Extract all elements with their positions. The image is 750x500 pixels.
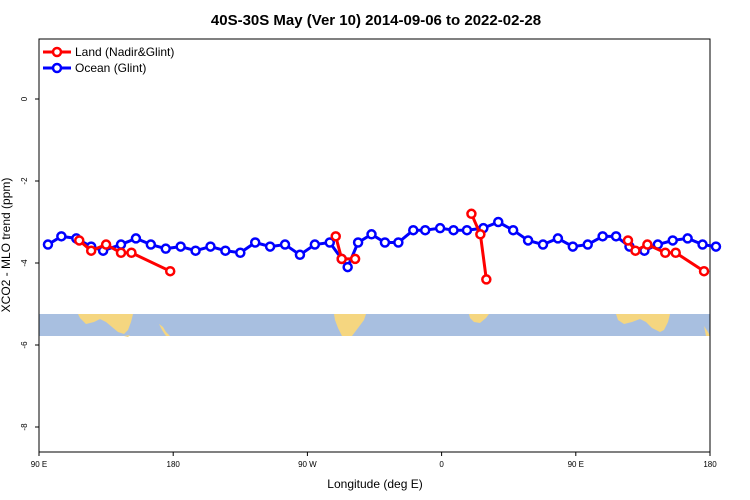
ocean-point [352,237,364,248]
x-tick-label: 90 E [31,460,47,469]
ocean-point [434,222,446,234]
ocean-point [567,241,579,252]
map-ocean [39,314,710,336]
map-land-new-zealand-edge [704,326,710,336]
y-axis-label: XCO2 - MLO trend (ppm) [0,178,13,313]
map-land-south-america [334,314,366,336]
land-point [660,247,671,258]
ocean-point [309,239,321,250]
y-tick-label: -8 [20,423,29,431]
ocean-point [493,216,504,228]
ocean-point [56,231,67,242]
land-point [100,239,112,250]
land-point [164,265,176,277]
ocean-point [419,224,431,236]
map-land-australia-repeat [616,314,670,332]
ocean-point [42,239,54,250]
map-land-new-zealand [159,324,170,336]
y-tick-label: -4 [20,259,29,267]
ocean-point [190,245,201,256]
map-land-south-africa [469,314,489,323]
y-axis: 0 -2 -4 -6 -8 [20,96,39,431]
x-tick-label: 90 E [568,460,584,469]
land-point [74,235,85,246]
legend-ocean-label: Ocean (Glint) [75,61,146,75]
ocean-point [597,231,608,242]
map-strip [39,314,710,337]
ocean-point [408,224,419,236]
ocean-point [461,224,473,236]
x-axis: 90 E 180 90 W 0 90 E 180 [31,452,717,469]
x-tick-label: 180 [703,460,717,469]
land-point [642,239,653,250]
ocean-point [264,241,276,252]
land-point [475,229,486,240]
x-axis-label: Longitude (deg E) [327,477,422,491]
ocean-point [667,235,678,246]
land-point [698,265,710,277]
x-tick-label: 180 [167,460,181,469]
land-point [622,235,634,246]
land-point [466,208,477,220]
x-tick-label: 0 [439,460,444,469]
ocean-point [160,243,171,254]
series-layer [42,208,722,285]
legend: Land (Nadir&Glint) Ocean (Glint) [43,45,174,75]
ocean-point [220,245,231,256]
ocean-point [294,249,306,261]
land-point [349,253,361,265]
ocean-point [552,233,564,244]
plot-frame [38,38,711,453]
land-point [670,247,681,258]
ocean-point [393,237,404,248]
ocean-point [582,239,593,250]
land-point [330,231,341,242]
ocean-point [279,239,291,250]
chart-title: 40S-30S May (Ver 10) 2014-09-06 to 2022-… [211,12,541,29]
ocean-point [379,237,391,248]
land-point [630,245,641,256]
legend-land-marker [51,46,63,58]
y-tick-label: -2 [20,177,29,185]
legend-ocean-marker [51,62,63,74]
ocean-point [522,235,534,246]
ocean-point [682,233,693,244]
ocean-point [145,239,157,250]
map-land-australia [78,314,133,334]
land-point [115,247,127,258]
ocean-point [175,241,186,252]
land-point [85,245,97,256]
legend-land-label: Land (Nadir&Glint) [75,45,174,59]
ocean-point [366,229,377,240]
land-point [481,274,492,285]
ocean-point [537,239,549,250]
ocean-point [610,231,622,242]
ocean-point [249,237,261,248]
ocean-point [448,224,459,236]
land-point [336,253,347,265]
x-tick-label: 90 W [298,460,317,469]
ocean-point [130,233,142,244]
ocean-point [205,241,216,252]
ocean-point [235,247,246,258]
y-tick-label: -6 [20,341,29,349]
land-point [126,247,137,258]
ocean-point [324,237,336,248]
ocean-point [115,239,127,250]
ocean-point [697,239,708,250]
map-land-tasmania [124,335,130,337]
ocean-point [507,224,519,236]
y-tick-label: 0 [20,96,29,101]
ocean-point [710,241,722,252]
ocean-point [342,261,353,273]
